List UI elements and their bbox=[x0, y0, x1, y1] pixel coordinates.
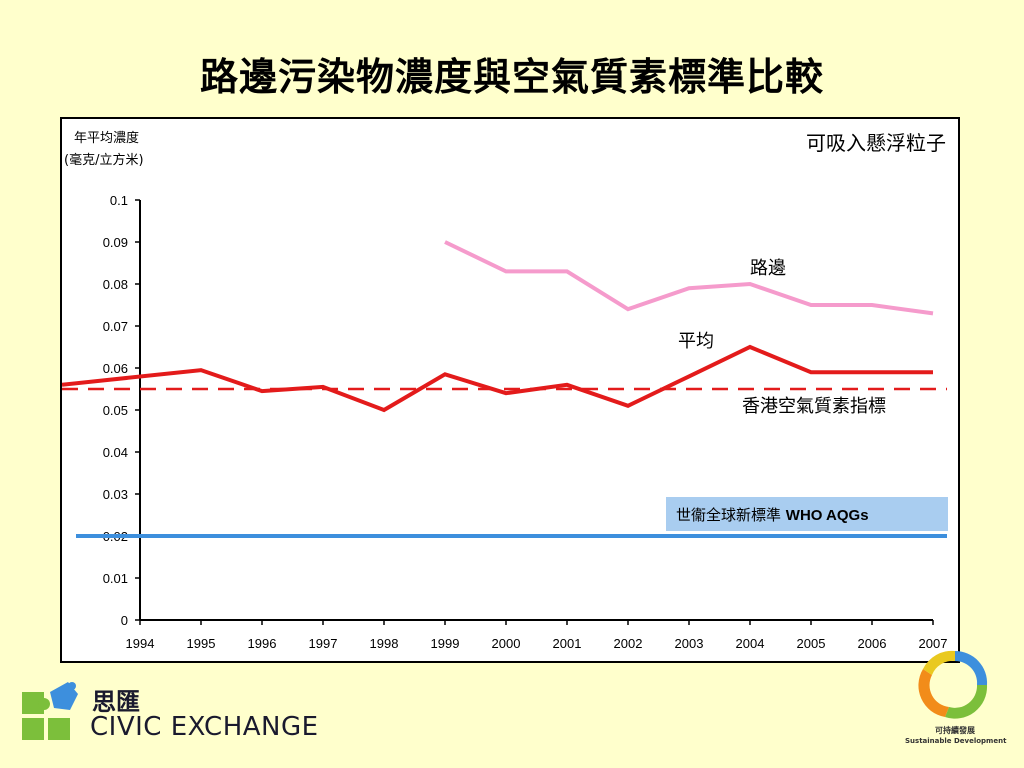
y-tick-label: 0.04 bbox=[103, 445, 128, 460]
slide-title: 路邊污染物濃度與空氣質素標準比較 bbox=[199, 55, 824, 99]
x-tick-label: 1999 bbox=[431, 636, 460, 651]
civic-exchange-logo: 思匯 CIVIC EXCHANGE bbox=[20, 680, 318, 752]
series-label-roadside: 路邊 bbox=[750, 258, 786, 279]
series-line-roadside bbox=[444, 240, 934, 316]
pollutant-label: 可吸入懸浮粒子 bbox=[806, 131, 946, 155]
chart-panel: 年平均濃度 (毫克/立方米) 可吸入懸浮粒子 00.010.020.030.04… bbox=[60, 117, 960, 663]
recycle-arrows-icon bbox=[918, 650, 988, 719]
who-aqg-label: 世衞全球新標準 WHO AQGs bbox=[676, 506, 869, 524]
y-tick-label: 0.08 bbox=[103, 277, 128, 292]
who-label-box bbox=[666, 497, 948, 531]
line-chart: 00.010.020.030.040.050.060.070.080.090.1… bbox=[62, 193, 948, 651]
civic-exchange-en: CIVIC EXCHANGE bbox=[90, 712, 319, 742]
x-tick-label: 2004 bbox=[736, 636, 765, 651]
x-tick-label: 2000 bbox=[492, 636, 521, 651]
x-tick-label: 2007 bbox=[919, 636, 948, 651]
sustainable-development-logo: 可持續發展 Sustainable Development bbox=[905, 645, 1015, 755]
y-tick-label: 0 bbox=[121, 613, 128, 628]
x-tick-label: 1996 bbox=[248, 636, 277, 651]
series-line-average bbox=[62, 344, 933, 413]
x-tick-label: 2003 bbox=[675, 636, 704, 651]
y-tick-label: 0.03 bbox=[103, 487, 128, 502]
x-tick-label: 2005 bbox=[797, 636, 826, 651]
x-tick-label: 1995 bbox=[187, 636, 216, 651]
x-tick-label: 2002 bbox=[614, 636, 643, 651]
y-tick-label: 0.06 bbox=[103, 361, 128, 376]
x-tick-label: 2001 bbox=[553, 636, 582, 651]
puzzle-logo-icon bbox=[22, 682, 78, 740]
sustainable-zh: 可持續發展 bbox=[935, 726, 975, 735]
x-tick-label: 1994 bbox=[126, 636, 155, 651]
sustainable-en: Sustainable Development bbox=[905, 737, 1007, 745]
y-axis-label-line1: 年平均濃度 bbox=[74, 131, 140, 146]
hk-aqo-label: 香港空氣質素指標 bbox=[742, 396, 886, 417]
y-tick-label: 0.01 bbox=[103, 571, 128, 586]
civic-exchange-zh: 思匯 bbox=[92, 688, 140, 716]
x-tick-label: 2006 bbox=[858, 636, 887, 651]
series-label-average: 平均 bbox=[678, 331, 714, 352]
x-tick-label: 1997 bbox=[309, 636, 338, 651]
x-tick-label: 1998 bbox=[370, 636, 399, 651]
y-tick-label: 0.09 bbox=[103, 235, 128, 250]
y-tick-label: 0.05 bbox=[103, 403, 128, 418]
y-axis-label-line2: (毫克/立方米) bbox=[64, 153, 144, 168]
y-tick-label: 0.1 bbox=[110, 193, 128, 208]
y-tick-label: 0.07 bbox=[103, 319, 128, 334]
